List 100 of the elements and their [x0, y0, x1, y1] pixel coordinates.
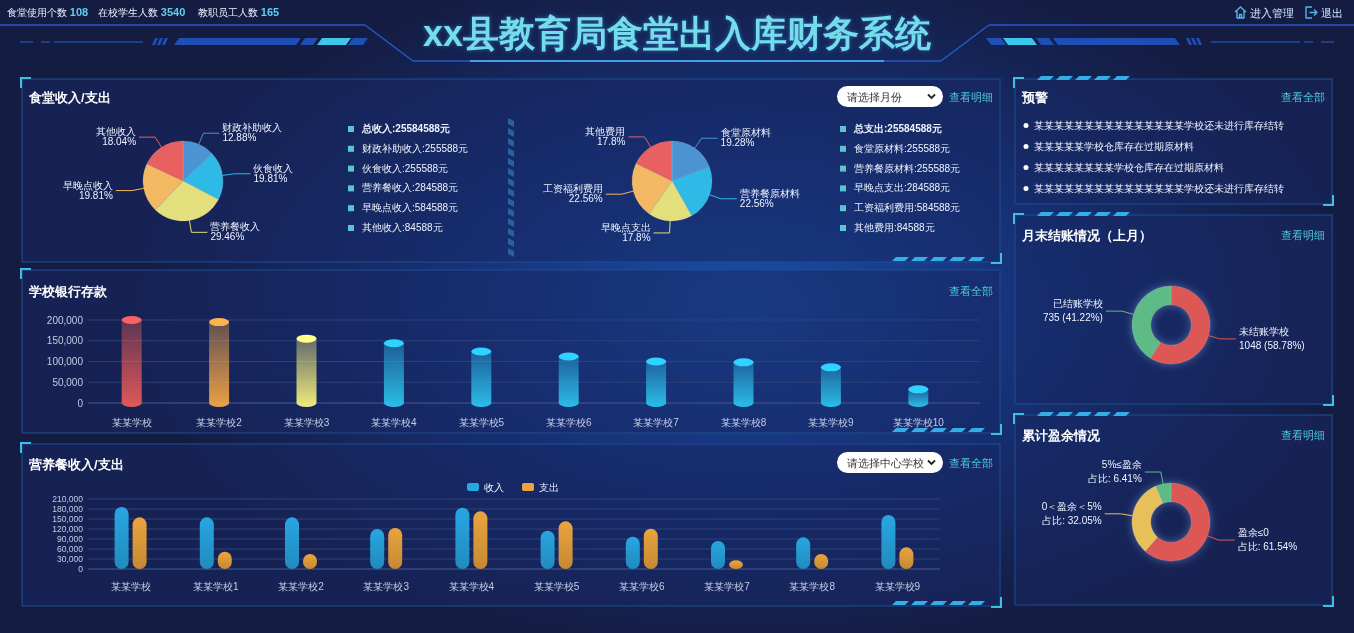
x-tick-label: 某某学校9 [808, 417, 855, 428]
slice-label: 未结账学校 [1239, 325, 1290, 337]
slice-label: 已结账学校 [1052, 298, 1103, 310]
text: 某某某某某某某某某某某某某某某学校还未进行库存结转 [1034, 183, 1284, 194]
data-label: 1048 (58.78%) [1239, 339, 1305, 351]
text: 某某某某某某某某某某某某某某某学校还未进行库存结转 [1034, 120, 1284, 131]
slice-label: 其他收入 [96, 126, 137, 138]
slice-label: 其他费用 [585, 125, 626, 137]
slice-label: 营养餐收入 [210, 221, 261, 233]
data-label: 19.81% [253, 172, 288, 184]
x-tick-label: 某某学校8 [789, 581, 836, 592]
x-tick-label: 某某学校5 [533, 581, 580, 592]
text: 查看明细 [1281, 429, 1325, 441]
text: 查看明细 [1281, 229, 1325, 241]
text: 查看全部 [949, 285, 993, 297]
text: 查看明细 [949, 91, 993, 103]
data-label: 12.88% [222, 132, 257, 144]
chart-title: 营养餐收入/支出 [28, 457, 124, 472]
chart-title: 学校银行存款 [29, 284, 108, 299]
text: 早晚点收入:584588元 [362, 202, 459, 214]
slice-label: 伙食收入 [253, 162, 294, 174]
bar [881, 515, 896, 569]
y-tick-label: 200,000 [46, 314, 84, 326]
slice-label: 早晚点支出 [600, 221, 651, 233]
x-tick-label: 某某学校9 [874, 581, 921, 592]
y-tick-label: 180,000 [52, 503, 84, 514]
x-tick-label: 某某学校6 [545, 417, 592, 428]
data-label: 19.81% [78, 189, 113, 201]
bar [625, 536, 640, 569]
data-label: 占比: 32.05% [1042, 514, 1102, 526]
x-tick-label: 某某学校6 [619, 581, 666, 592]
data-label: 735 (41.22%) [1042, 312, 1103, 324]
y-tick-label: 50,000 [52, 376, 84, 388]
text: 食堂原材料:255588元 [854, 142, 951, 154]
slice-label: 5%≤盈余 [1101, 459, 1142, 471]
y-tick-label: 0 [78, 563, 84, 574]
y-tick-label: 100,000 [46, 356, 84, 367]
x-tick-label: 某某学校3 [363, 581, 410, 592]
bar [558, 521, 573, 569]
y-tick-label: 120,000 [52, 523, 84, 534]
text: 查看全部 [949, 457, 993, 469]
text: 退出 [1321, 7, 1343, 19]
select-field: 请选择中心学校 [837, 452, 943, 473]
x-tick-label: 某某学校4 [448, 581, 495, 592]
data-label: 19.28% [720, 137, 755, 149]
x-tick-label: 某某学校1 [193, 581, 240, 592]
x-tick-label: 某某学校10 [892, 417, 945, 428]
x-tick-label: 某某学校8 [720, 417, 767, 428]
text: 工资福利费用:584588元 [854, 202, 961, 214]
x-tick-label: 某某学校4 [371, 417, 418, 428]
y-tick-label: 90,000 [57, 533, 84, 544]
text: 查看全部 [1281, 91, 1325, 103]
x-tick-label: 某某学校 [111, 417, 152, 428]
text: 其他收入:84588元 [362, 222, 443, 233]
text: 总支出:25584588元 [853, 123, 942, 134]
slice-label: 盈余≤0 [1237, 527, 1270, 539]
data-label: 占比: 6.41% [1087, 473, 1142, 485]
chart-title: 累计盈余情况 [1021, 428, 1101, 443]
slice-label: 0＜盈余＜5% [1041, 500, 1102, 512]
text: 预警 [1021, 90, 1048, 105]
data-label: 22.56% [739, 197, 774, 209]
text: 早晚点支出:284588元 [854, 182, 951, 194]
x-tick-label: 某某学校7 [633, 417, 680, 428]
text: 教职员工人数 165 [198, 6, 280, 18]
bar [473, 511, 488, 569]
bar [114, 507, 129, 569]
y-tick-label: 210,000 [52, 493, 84, 504]
slice-label: 食堂原材料 [720, 127, 771, 139]
text: 总收入:25584588元 [361, 123, 450, 134]
slice-label: 财政补助收入 [222, 122, 283, 134]
text: 其他费用:84588元 [854, 222, 935, 233]
x-tick-label: 某某学校7 [704, 581, 751, 592]
legend-label: 支出 [539, 482, 559, 493]
text: 进入管理 [1250, 7, 1294, 19]
chart-title: 月末结账情况（上月） [1021, 228, 1152, 243]
bar [388, 528, 403, 569]
y-tick-label: 0 [77, 397, 84, 409]
select-field: 请选择月份 [837, 86, 943, 107]
data-label: 占比: 61.54% [1237, 541, 1298, 553]
bar [540, 530, 555, 569]
data-label: 22.56% [568, 193, 603, 205]
bar [285, 517, 299, 569]
text: 营养餐原材料:255588元 [854, 162, 961, 174]
bar [455, 507, 470, 569]
y-tick-label: 150,000 [52, 513, 84, 524]
legend-label: 收入 [484, 482, 504, 493]
bar [643, 528, 658, 569]
bar [370, 529, 385, 569]
y-tick-label: 150,000 [46, 335, 84, 347]
slice-label: 工资福利费用 [542, 183, 603, 195]
y-tick-label: 60,000 [57, 543, 84, 554]
chart-title: 食堂收入/支出 [28, 90, 111, 105]
bar [711, 541, 725, 569]
x-tick-label: 某某学校2 [196, 417, 243, 428]
x-tick-label: 某某学校 [110, 581, 151, 592]
slice-label: 营养餐原材料 [739, 187, 800, 199]
data-label: 18.04% [102, 136, 137, 148]
text: 食堂使用个数 108 [7, 6, 89, 18]
text: 某某某某某学校仓库存在过期原材料 [1034, 141, 1194, 152]
text: 财政补助收入:255588元 [362, 142, 469, 154]
